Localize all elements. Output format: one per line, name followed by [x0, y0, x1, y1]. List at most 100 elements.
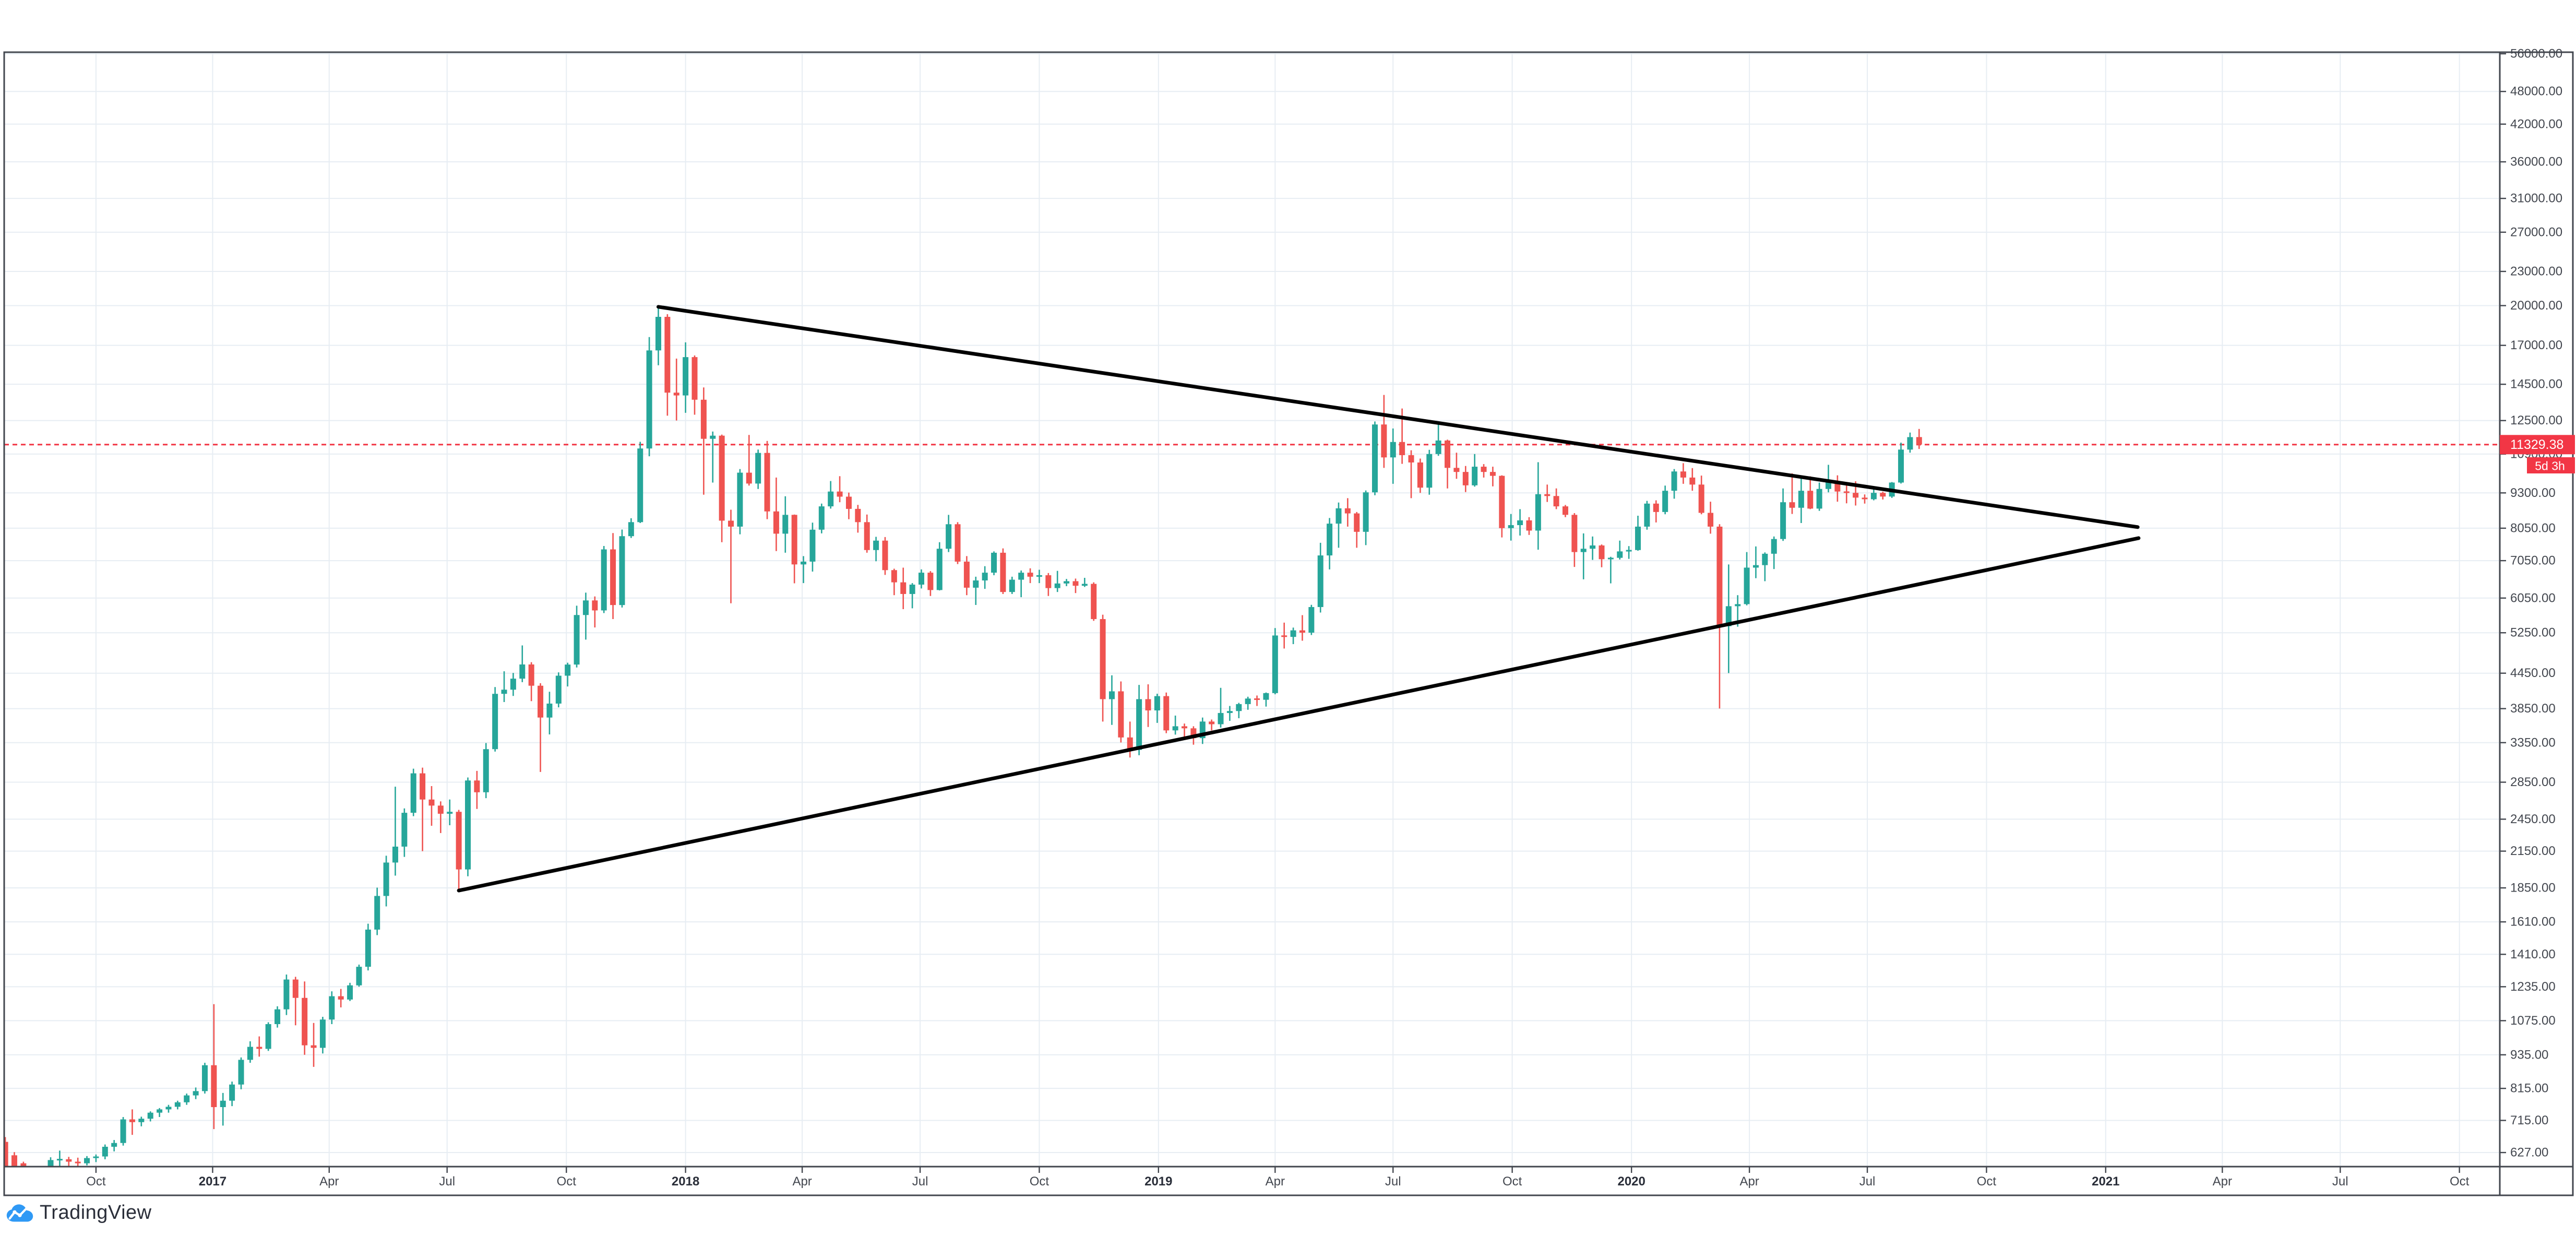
candle — [1916, 429, 1922, 449]
candle — [1898, 442, 1904, 484]
lower-trendline[interactable] — [457, 536, 2141, 893]
time-tick-label: 2018 — [672, 1174, 699, 1189]
candle — [719, 434, 725, 542]
candle — [329, 991, 335, 1024]
candle — [1118, 681, 1124, 743]
tradingview-logo[interactable]: TradingView — [6, 1202, 152, 1224]
candle — [138, 1117, 145, 1126]
candle — [1335, 502, 1342, 548]
price-tick-label: 31000.00 — [2510, 192, 2562, 206]
candle — [1009, 576, 1015, 594]
candle — [1018, 570, 1024, 598]
price-tick-label: 14500.00 — [2510, 377, 2562, 391]
candle — [546, 692, 553, 734]
candle — [1299, 615, 1305, 641]
candle — [619, 529, 625, 608]
candle — [982, 566, 988, 589]
price-tick-label: 1075.00 — [2510, 1014, 2556, 1028]
candle — [755, 449, 761, 489]
candle — [1263, 692, 1269, 707]
time-axis[interactable]: Oct 2017 Apr Jul Oct 2018 Apr Jul Oct 2019 Apr Jul O… — [86, 1167, 2470, 1189]
candle — [1209, 719, 1215, 731]
candle — [646, 337, 652, 457]
candle — [93, 1154, 99, 1162]
time-tick-label: Jul — [439, 1174, 455, 1189]
candle — [1472, 454, 1478, 487]
time-tick-label: Apr — [2213, 1174, 2232, 1189]
candle — [1826, 465, 1831, 493]
price-tick-label: 935.00 — [2510, 1048, 2548, 1062]
time-tick-label: Jul — [1859, 1174, 1876, 1189]
tradingview-cloud-icon — [6, 1204, 33, 1221]
candle — [1834, 475, 1841, 502]
candle — [1272, 628, 1278, 695]
triangle-trendlines[interactable] — [457, 305, 2141, 893]
candle — [555, 672, 562, 708]
candle — [1290, 627, 1296, 644]
candle — [1553, 488, 1559, 509]
candle — [519, 645, 526, 682]
price-tick-label: 1850.00 — [2510, 881, 2556, 895]
candle — [683, 342, 689, 413]
price-tick-label: 20000.00 — [2510, 299, 2562, 313]
candle — [1907, 432, 1913, 453]
candle — [1762, 552, 1768, 581]
price-tick-label: 4450.00 — [2510, 666, 2556, 680]
candle — [47, 1157, 54, 1166]
candle — [1145, 684, 1151, 727]
candle — [157, 1108, 163, 1117]
candle — [1417, 458, 1423, 493]
candle — [1698, 476, 1704, 515]
candle — [1100, 614, 1106, 722]
candle — [1725, 564, 1732, 673]
chart-pane[interactable] — [4, 52, 2500, 1167]
candle — [773, 477, 779, 551]
upper-trendline[interactable] — [656, 305, 2140, 529]
price-tick-label: 627.00 — [2510, 1146, 2548, 1160]
price-tick-label: 23000.00 — [2510, 264, 2562, 278]
candle — [1163, 692, 1170, 733]
candle — [1789, 473, 1795, 514]
candle — [75, 1157, 81, 1166]
candle — [292, 977, 299, 1026]
candle — [1626, 546, 1632, 559]
candle — [1680, 463, 1686, 484]
candle — [311, 1023, 317, 1067]
candle — [184, 1094, 190, 1105]
candle — [1245, 696, 1251, 710]
candle — [1599, 544, 1605, 567]
candle — [1526, 517, 1532, 535]
candle — [538, 683, 544, 772]
candle — [283, 975, 290, 1015]
candle — [1408, 450, 1414, 498]
candle — [1590, 536, 1596, 560]
candle — [809, 522, 816, 572]
candle — [728, 509, 734, 603]
candle — [1154, 694, 1160, 723]
candle — [664, 314, 671, 416]
candle — [946, 515, 952, 552]
time-tick-label: 2017 — [199, 1174, 226, 1189]
candle — [936, 542, 943, 591]
price-tick-label: 3350.00 — [2510, 735, 2556, 750]
candle — [574, 605, 580, 668]
candle — [211, 1004, 217, 1130]
candle — [510, 673, 516, 696]
candle — [791, 514, 797, 584]
candle — [447, 799, 453, 825]
candle — [565, 662, 571, 687]
candle — [420, 767, 426, 851]
candle — [1354, 512, 1360, 548]
price-tick-label: 12500.00 — [2510, 413, 2562, 428]
price-tick-label: 715.00 — [2510, 1113, 2548, 1127]
time-tick-label: Oct — [1502, 1174, 1522, 1189]
candle — [319, 1017, 326, 1054]
candle — [120, 1117, 126, 1146]
price-tick-label: 6050.00 — [2510, 591, 2556, 605]
price-tick-label: 5250.00 — [2510, 626, 2556, 640]
time-tick-label: Apr — [1739, 1174, 1759, 1189]
time-tick-label: 2019 — [1144, 1174, 1172, 1189]
candle — [1308, 604, 1315, 635]
